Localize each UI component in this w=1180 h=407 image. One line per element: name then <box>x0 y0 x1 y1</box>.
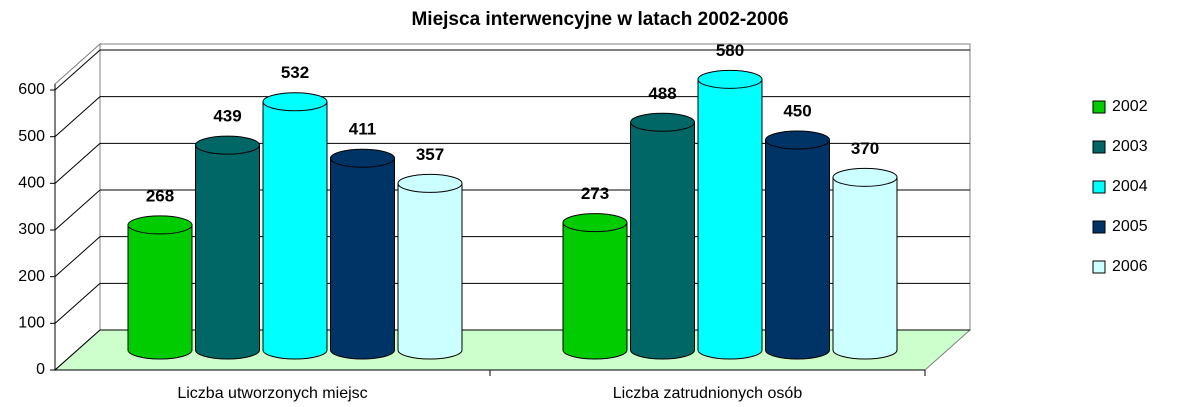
legend-label: 2004 <box>1112 178 1148 195</box>
bar <box>262 101 328 360</box>
legend-swatch <box>1092 140 1106 154</box>
bar <box>127 224 193 360</box>
y-tick-label: 300 <box>18 221 45 238</box>
grid-line <box>54 96 101 138</box>
y-tick-label: 500 <box>18 128 45 145</box>
y-tick-label: 0 <box>36 361 45 378</box>
bar-top <box>330 148 395 168</box>
bar <box>562 222 628 360</box>
bar-top <box>765 130 830 150</box>
legend-label: 2003 <box>1112 138 1148 155</box>
legend-swatch <box>1092 220 1106 234</box>
grid-line <box>54 236 101 278</box>
value-label: 273 <box>581 184 609 203</box>
value-label: 532 <box>281 63 309 82</box>
bar <box>765 139 830 360</box>
value-label: 439 <box>213 107 241 126</box>
y-tick-label: 200 <box>18 268 45 285</box>
bar-top <box>630 112 695 132</box>
grid-line <box>54 282 101 324</box>
grid-line <box>54 329 101 371</box>
bar <box>330 157 395 360</box>
legend-swatch <box>1092 260 1106 274</box>
grid-line <box>54 49 101 91</box>
chart-title: Miejsca interwencyjne w latach 2002-2006 <box>411 9 788 30</box>
bar-top <box>195 135 260 155</box>
value-label: 488 <box>648 84 676 103</box>
bar-top <box>397 173 463 193</box>
legend-label: 2005 <box>1112 218 1148 235</box>
value-label: 580 <box>716 41 744 60</box>
grid-line <box>54 189 101 231</box>
bar-top <box>697 69 763 89</box>
bar <box>697 78 763 360</box>
value-label: 268 <box>146 186 174 205</box>
bar <box>195 144 260 360</box>
left-wall <box>54 42 101 372</box>
legend-swatch <box>1092 100 1106 114</box>
legend-label: 2002 <box>1112 98 1148 115</box>
bar-top <box>562 213 628 233</box>
value-label: 357 <box>416 145 444 164</box>
bar <box>397 182 463 360</box>
value-label: 411 <box>349 120 376 139</box>
y-tick-label: 400 <box>18 175 45 192</box>
value-label: 450 <box>783 101 811 120</box>
bar-top <box>127 215 193 235</box>
x-tick-label: Liczba zatrudnionych osób <box>613 385 803 402</box>
bar <box>832 176 898 360</box>
bar-top <box>262 92 328 112</box>
x-tick-label: Liczba utworzonych miejsc <box>177 385 367 402</box>
y-tick-label: 600 <box>18 81 45 98</box>
bar-top <box>832 167 898 187</box>
legend-swatch <box>1092 180 1106 194</box>
y-tick-label: 100 <box>18 315 45 332</box>
grid-line <box>54 142 101 184</box>
legend-label: 2006 <box>1112 258 1148 275</box>
bar <box>630 121 695 360</box>
value-label: 370 <box>851 139 879 158</box>
